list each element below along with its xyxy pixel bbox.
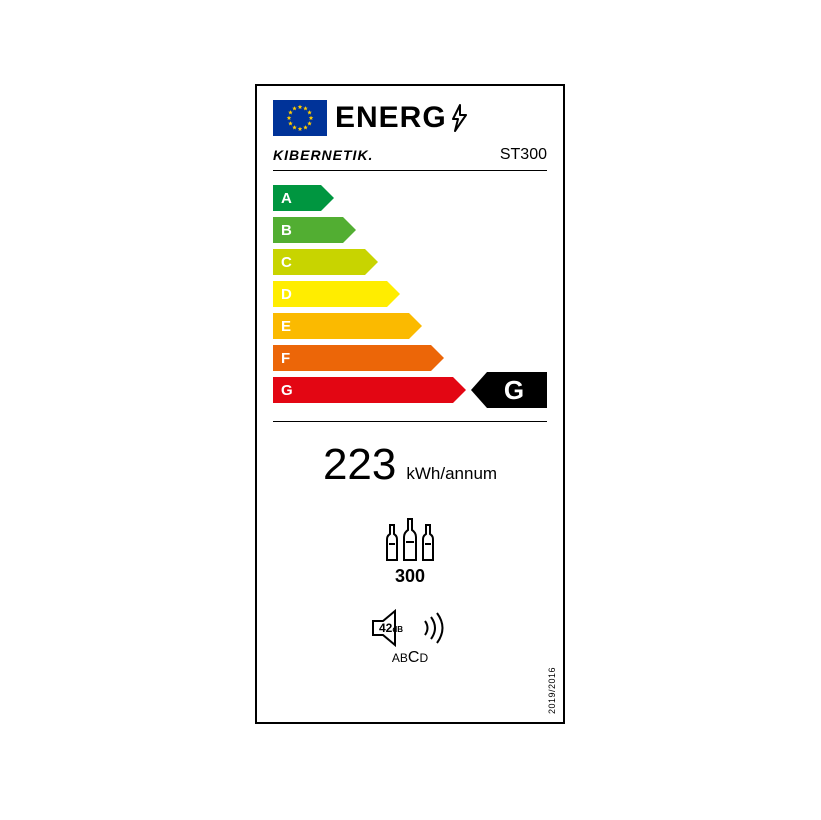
scale-row-e: E: [273, 313, 422, 339]
bottles-icon: [385, 518, 435, 562]
consumption-unit: kWh/annum: [406, 464, 497, 484]
scale-row-g: G: [273, 377, 466, 403]
energy-word-text: ENERG: [335, 101, 447, 135]
noise-block: 42dB ABCD: [371, 609, 449, 667]
scale-bar-tip: [431, 345, 444, 371]
model: ST300: [500, 146, 547, 164]
noise-class-d: D: [419, 651, 428, 665]
header: ENERG: [273, 100, 547, 136]
scale-bar-tip: [387, 281, 400, 307]
scale-row-d: D: [273, 281, 400, 307]
rating-tag: G: [471, 372, 547, 408]
noise-class-a: A: [392, 651, 400, 665]
rating-letter: G: [487, 372, 547, 408]
capacity-block: 300: [385, 518, 435, 587]
scale-bar: C: [273, 249, 365, 275]
scale-bar: A: [273, 185, 321, 211]
bottle-icon: [402, 518, 418, 562]
scale-bar: B: [273, 217, 343, 243]
noise-classes: ABCD: [392, 649, 428, 667]
scale-bar-tip: [365, 249, 378, 275]
energy-label: ENERG KIBERNETIK. ST300 ABCDEFGG 223 kWh…: [255, 84, 565, 724]
scale-bar-tip: [453, 377, 466, 403]
efficiency-scale: ABCDEFGG: [273, 185, 547, 407]
scale-letter: C: [281, 254, 292, 271]
speaker-icon: 42dB: [371, 609, 419, 647]
scale-row-f: F: [273, 345, 444, 371]
bolt-icon: [449, 103, 469, 133]
scale-row-a: A: [273, 185, 334, 211]
manufacturer: KIBERNETIK.: [273, 147, 373, 163]
scale-letter: G: [281, 382, 293, 399]
rating-tag-tip: [471, 372, 487, 408]
scale-bar-tip: [409, 313, 422, 339]
divider: [273, 421, 547, 422]
noise-class-c: C: [408, 649, 420, 666]
canvas: ENERG KIBERNETIK. ST300 ABCDEFGG 223 kWh…: [0, 0, 821, 820]
noise-db-value: 42dB: [379, 621, 403, 635]
scale-letter: E: [281, 318, 291, 335]
eu-flag-icon: [273, 100, 327, 136]
noise-class-b: B: [400, 651, 408, 665]
bottle-icon: [385, 524, 399, 562]
consumption-value: 223: [323, 440, 396, 490]
scale-row-c: C: [273, 249, 378, 275]
brand-row: KIBERNETIK. ST300: [273, 146, 547, 171]
scale-letter: B: [281, 222, 292, 239]
sound-waves-icon: [423, 609, 449, 647]
scale-bar-tip: [321, 185, 334, 211]
scale-letter: A: [281, 190, 292, 207]
bottle-icon: [421, 524, 435, 562]
regulation-reference: 2019/2016: [547, 667, 557, 714]
scale-bar: G: [273, 377, 453, 403]
scale-bar: E: [273, 313, 409, 339]
icons-block: 300 42dB ABCD: [273, 518, 547, 667]
noise-row: 42dB: [371, 609, 449, 647]
scale-bar: F: [273, 345, 431, 371]
energy-word: ENERG: [335, 101, 469, 135]
scale-bar-tip: [343, 217, 356, 243]
eu-stars-icon: [273, 100, 327, 136]
capacity-value: 300: [395, 566, 425, 587]
scale-letter: D: [281, 286, 292, 303]
scale-row-b: B: [273, 217, 356, 243]
scale-bar: D: [273, 281, 387, 307]
consumption: 223 kWh/annum: [273, 440, 547, 490]
scale-letter: F: [281, 350, 290, 367]
